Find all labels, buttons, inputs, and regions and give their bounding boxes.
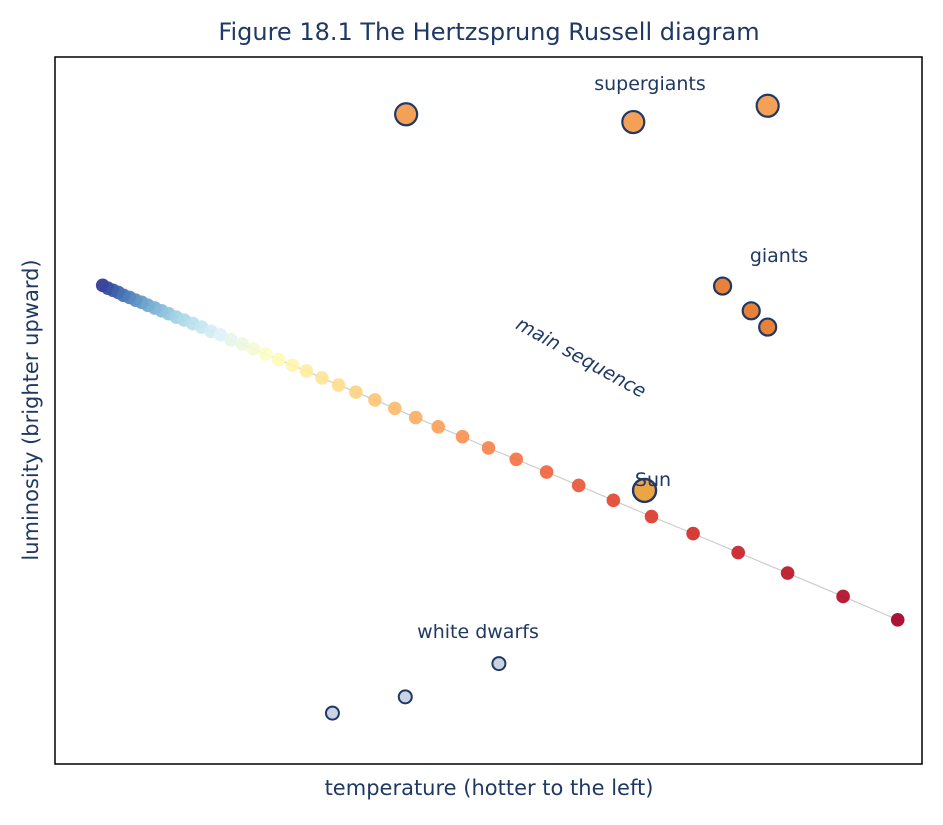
main-sequence-point: [780, 566, 795, 580]
main-sequence-point: [299, 364, 314, 378]
main-sequence-point: [331, 378, 346, 392]
annotation-supergiants: supergiants: [594, 73, 706, 95]
main-sequence-point: [644, 509, 659, 524]
white-dwarf-point: [491, 656, 507, 672]
main-sequence-point: [481, 441, 496, 455]
main-sequence-point: [686, 526, 700, 541]
main-sequence-point: [224, 333, 238, 347]
giant-point: [712, 276, 733, 296]
supergiant-point: [394, 102, 419, 127]
main-sequence-point: [408, 410, 423, 425]
annotation-sun: Sun: [635, 469, 671, 491]
plot-area: [95, 93, 905, 721]
main-sequence-point: [235, 337, 250, 351]
main-sequence-point: [285, 358, 300, 373]
white-dwarf-point: [397, 689, 413, 705]
main-sequence-point: [431, 419, 446, 434]
main-sequence-point: [836, 589, 850, 604]
giant-point: [758, 317, 778, 337]
annotation-giants: giants: [750, 245, 808, 267]
x-axis-label: temperature (hotter to the left): [325, 776, 654, 800]
main-sequence-point: [213, 328, 228, 342]
main-sequence-point: [349, 385, 363, 399]
sun-point: [631, 477, 658, 504]
giant-point: [741, 301, 761, 321]
main-sequence-point: [388, 401, 402, 416]
main-sequence-point: [315, 371, 329, 385]
main-sequence-point: [455, 429, 470, 444]
main-sequence-point: [271, 352, 286, 367]
main-sequence-point: [258, 347, 273, 361]
main-sequence-point: [509, 452, 524, 467]
white-dwarf-point: [324, 705, 340, 721]
supergiant-point: [755, 93, 780, 118]
plot-frame: [54, 56, 923, 765]
main-sequence-point: [571, 478, 586, 493]
main-sequence-point: [606, 493, 621, 508]
main-sequence-point: [890, 612, 905, 627]
y-axis-label: luminosity (brighter upward): [19, 259, 43, 560]
supergiant-point: [621, 109, 646, 135]
chart-title: Figure 18.1 The Hertzsprung Russell diag…: [218, 18, 759, 46]
main-sequence-point: [539, 465, 554, 479]
main-sequence-point: [731, 545, 745, 560]
main-sequence-point: [368, 393, 382, 407]
annotation-white-dwarfs: white dwarfs: [417, 621, 539, 643]
main-sequence-point: [246, 342, 261, 356]
